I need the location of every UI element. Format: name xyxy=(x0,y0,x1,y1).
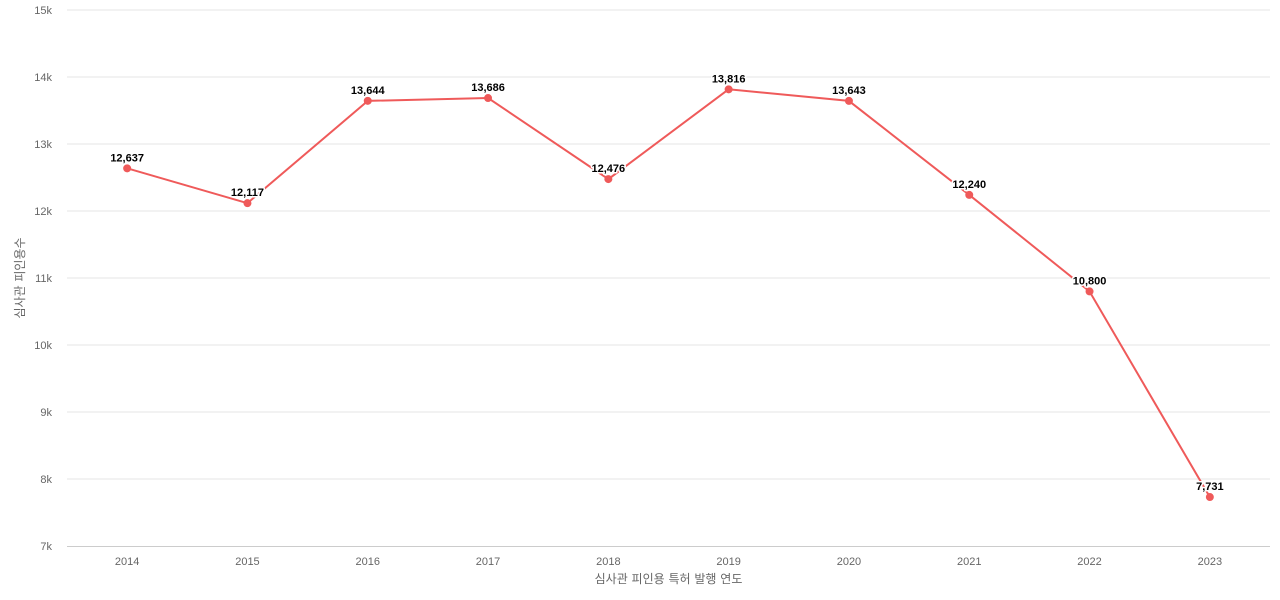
x-axis-ticks: 2014 2015 2016 2017 2018 2019 2020 2021 2022 2023 xyxy=(115,556,1222,568)
data-labels: 12,637 12,117 13,644 13,686 12,476 13,816 13,6… xyxy=(109,72,1225,495)
y-tick-label: 14k xyxy=(34,72,52,84)
data-point[interactable] xyxy=(1085,287,1094,296)
x-tick-label: 2022 xyxy=(1077,556,1101,568)
data-point[interactable] xyxy=(363,96,372,105)
data-point[interactable] xyxy=(1205,493,1214,502)
data-label: 13,643 xyxy=(832,85,866,97)
series-line xyxy=(126,88,1211,498)
x-tick-label: 2021 xyxy=(957,556,981,568)
y-tick-label: 15k xyxy=(34,5,52,17)
x-axis-title: 심사관 피인용 특허 발행 연도 xyxy=(595,571,743,586)
data-label: 12,637 xyxy=(110,152,144,164)
y-axis-title: 심사관 피인용수 xyxy=(13,237,27,318)
y-tick-label: 12k xyxy=(34,206,52,218)
data-point[interactable] xyxy=(965,190,974,199)
y-tick-label: 10k xyxy=(34,340,52,352)
data-point[interactable] xyxy=(243,199,252,208)
y-tick-label: 13k xyxy=(34,139,52,151)
data-label: 7,731 xyxy=(1196,481,1224,493)
data-points xyxy=(123,85,1214,502)
x-tick-label: 2020 xyxy=(837,556,861,568)
x-tick-label: 2015 xyxy=(235,556,259,568)
data-point[interactable] xyxy=(724,85,733,94)
y-tick-label: 7k xyxy=(40,541,52,553)
y-tick-label: 8k xyxy=(40,474,52,486)
data-label: 10,800 xyxy=(1073,275,1107,287)
data-label: 13,816 xyxy=(712,73,746,85)
x-tick-label: 2016 xyxy=(356,556,380,568)
data-point[interactable] xyxy=(123,164,132,173)
y-tick-label: 11k xyxy=(35,273,52,285)
data-label: 12,117 xyxy=(231,187,264,199)
data-label: 13,686 xyxy=(471,82,505,94)
data-label: 12,240 xyxy=(952,179,986,191)
data-point[interactable] xyxy=(844,96,853,105)
data-label: 12,476 xyxy=(592,163,626,175)
x-tick-label: 2018 xyxy=(596,556,620,568)
x-tick-label: 2017 xyxy=(476,556,500,568)
data-label: 13,644 xyxy=(351,85,386,97)
y-tick-label: 9k xyxy=(40,407,52,419)
gridlines xyxy=(67,9,1270,480)
data-point[interactable] xyxy=(604,175,613,184)
x-tick-label: 2019 xyxy=(716,556,740,568)
y-axis-ticks: 7k 8k 9k 10k 11k 12k 13k 14k 15k xyxy=(34,5,52,553)
data-point[interactable] xyxy=(484,94,493,103)
x-tick-label: 2014 xyxy=(115,556,139,568)
x-tick-label: 2023 xyxy=(1198,556,1222,568)
